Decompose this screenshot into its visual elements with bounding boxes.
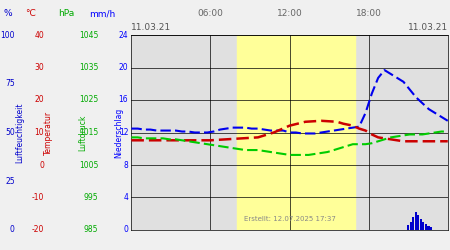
Text: 10: 10 — [35, 128, 44, 137]
Text: Niederschlag: Niederschlag — [114, 108, 123, 158]
Text: 4: 4 — [123, 193, 128, 202]
Text: Luftfeuchtigkeit: Luftfeuchtigkeit — [15, 102, 24, 163]
Text: 20: 20 — [35, 96, 44, 104]
Text: 1015: 1015 — [79, 128, 98, 137]
Text: 24: 24 — [119, 30, 128, 40]
Text: 06:00: 06:00 — [198, 9, 224, 18]
Text: 40: 40 — [34, 30, 44, 40]
Text: 1045: 1045 — [79, 30, 98, 40]
Text: 985: 985 — [84, 226, 98, 234]
Text: 0: 0 — [123, 226, 128, 234]
Bar — [428, 226, 430, 230]
Text: -20: -20 — [32, 226, 44, 234]
Text: Temperatur: Temperatur — [44, 110, 53, 154]
Text: 995: 995 — [84, 193, 98, 202]
Text: -10: -10 — [32, 193, 44, 202]
Text: 0: 0 — [10, 226, 15, 234]
Text: 8: 8 — [123, 160, 128, 170]
Text: 1025: 1025 — [79, 96, 98, 104]
Bar — [420, 219, 422, 230]
Bar — [430, 227, 432, 230]
Text: 18:00: 18:00 — [356, 9, 382, 18]
Bar — [407, 225, 410, 230]
Text: 0: 0 — [39, 160, 44, 170]
Text: 12:00: 12:00 — [277, 9, 302, 18]
Bar — [417, 215, 419, 230]
Bar — [412, 217, 414, 230]
Text: 11.03.21: 11.03.21 — [408, 23, 448, 32]
Text: hPa: hPa — [58, 9, 75, 18]
Text: 1005: 1005 — [79, 160, 98, 170]
Text: 1035: 1035 — [79, 63, 98, 72]
Text: 12: 12 — [119, 128, 128, 137]
Text: Luftdruck: Luftdruck — [78, 114, 87, 151]
Text: Erstellt: 12.07.2025 17:37: Erstellt: 12.07.2025 17:37 — [243, 216, 336, 222]
Text: 11.03.21: 11.03.21 — [131, 23, 171, 32]
Text: 75: 75 — [5, 79, 15, 88]
Text: 25: 25 — [5, 177, 15, 186]
Text: 20: 20 — [119, 63, 128, 72]
Text: %: % — [4, 9, 13, 18]
Bar — [237, 35, 356, 230]
Bar — [425, 224, 427, 230]
Bar — [415, 212, 417, 230]
Text: mm/h: mm/h — [90, 9, 116, 18]
Text: 16: 16 — [119, 96, 128, 104]
Text: 30: 30 — [34, 63, 44, 72]
Text: 50: 50 — [5, 128, 15, 137]
Text: 100: 100 — [0, 30, 15, 40]
Text: °C: °C — [25, 9, 36, 18]
Bar — [422, 222, 424, 230]
Bar — [410, 222, 412, 230]
